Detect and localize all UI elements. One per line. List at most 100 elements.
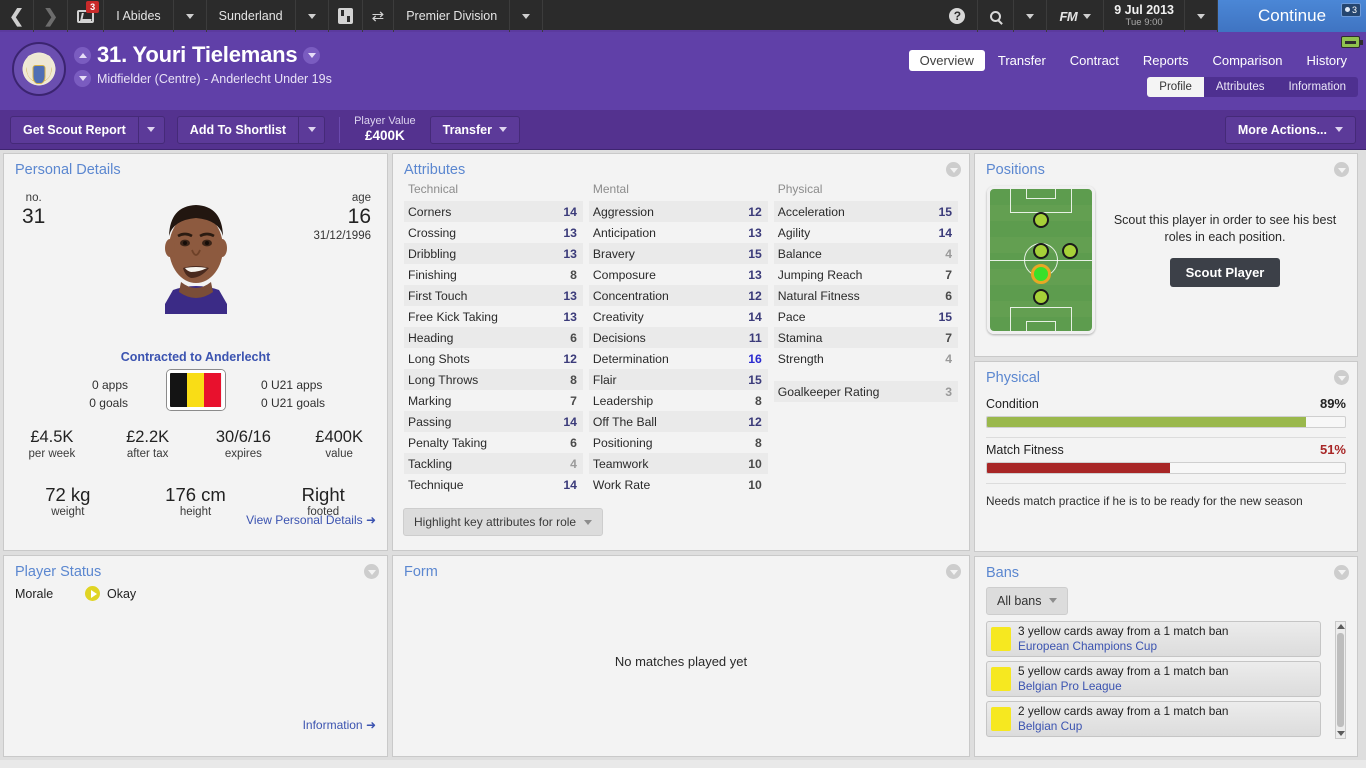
attribute-name: Stamina <box>777 330 823 345</box>
club-crest-icon <box>12 42 66 96</box>
attribute-row: Stamina 7 <box>773 327 958 348</box>
wage-value: £4.5K <box>30 428 74 446</box>
sub-tabs: Profile Attributes Information <box>1147 77 1358 97</box>
ban-list-item[interactable]: 3 yellow cards away from a 1 match ban Eu… <box>986 620 1321 657</box>
manager-name[interactable]: I Abides <box>104 0 174 32</box>
player-menu-button[interactable] <box>303 46 321 64</box>
highlight-key-attributes-button[interactable]: Highlight key attributes for role <box>403 508 604 536</box>
attribute-row: Leadership 8 <box>589 390 768 411</box>
club-name[interactable]: Sunderland <box>207 0 296 32</box>
inbox-button[interactable]: 3 <box>68 0 105 32</box>
physical-panel: Physical Condition 89% Match Fitness 51%… <box>974 361 1358 552</box>
form-body: No matches played yet <box>393 584 969 739</box>
attribute-name: Concentration <box>592 288 669 303</box>
add-to-shortlist-button[interactable]: Add To Shortlist <box>176 115 300 144</box>
chevron-down-icon <box>307 127 316 132</box>
morale-label: Morale <box>15 586 54 601</box>
collapse-form-icon[interactable] <box>946 564 961 579</box>
subtab-attributes[interactable]: Attributes <box>1215 81 1265 93</box>
weight-stat: 72 kg weight <box>4 484 132 520</box>
competition-dropdown[interactable] <box>510 0 544 32</box>
attribute-row: Passing 14 <box>404 411 583 432</box>
ban-list-item[interactable]: 5 yellow cards away from a 1 match ban Be… <box>986 660 1321 697</box>
player-value-amount: £400K <box>364 128 405 143</box>
shortlist-group: Add To Shortlist <box>176 115 326 144</box>
collapse-player-status-icon[interactable] <box>364 564 379 579</box>
get-scout-report-button[interactable]: Get Scout Report <box>10 115 139 144</box>
attribute-row: Marking 7 <box>404 390 583 411</box>
bans-filter-dropdown[interactable]: All bans <box>986 586 1069 615</box>
fm-menu-button[interactable]: FM <box>1047 0 1105 32</box>
highlight-key-attributes-label: Highlight key attributes for role <box>414 515 577 529</box>
attribute-row: First Touch 13 <box>404 285 583 306</box>
scrollbar-thumb[interactable] <box>1337 632 1344 727</box>
collapse-bans-icon[interactable] <box>1334 564 1349 580</box>
more-actions-button[interactable]: More Actions... <box>1224 115 1356 144</box>
main-content: Personal Details no. 31 age 16 31/12/199… <box>0 150 1366 760</box>
subtab-profile[interactable]: Profile <box>1147 77 1204 97</box>
ban-list-item[interactable]: 2 yellow cards away from a 1 match ban Be… <box>986 700 1321 737</box>
subtab-information[interactable]: Information <box>1288 81 1346 93</box>
tab-reports[interactable]: Reports <box>1142 53 1189 68</box>
collapse-positions-icon[interactable] <box>1334 162 1349 177</box>
add-to-shortlist-dropdown[interactable] <box>299 115 326 144</box>
view-personal-details-link[interactable]: View Personal Details ➜ <box>246 513 376 527</box>
back-button[interactable]: ❮ <box>0 0 35 32</box>
tab-overview[interactable]: Overview <box>908 50 985 71</box>
date-dropdown[interactable] <box>1185 0 1218 32</box>
attribute-value: 13 <box>563 309 577 324</box>
attributes-spacer <box>774 369 958 381</box>
swap-button[interactable]: ⇄ <box>363 0 395 32</box>
ban-text: 5 yellow cards away from a 1 match ban Be… <box>1018 662 1228 696</box>
scroll-down-icon[interactable] <box>1336 730 1345 736</box>
chevron-down-icon <box>185 13 194 19</box>
personal-details-body: no. 31 age 16 31/12/1996 <box>4 182 387 534</box>
squad-button[interactable] <box>329 0 363 32</box>
forward-button[interactable]: ❯ <box>34 0 69 32</box>
attribute-row: Teamwork 10 <box>588 453 768 474</box>
help-button[interactable]: ? <box>937 0 979 32</box>
attribute-row: Corners 14 <box>404 201 583 222</box>
attribute-name: Teamwork <box>592 456 649 471</box>
technical-header: Technical <box>408 182 459 196</box>
condition-row: Condition 89% <box>986 396 1346 411</box>
previous-player-button[interactable] <box>74 46 91 64</box>
scroll-up-icon[interactable] <box>1336 623 1345 629</box>
search-button[interactable] <box>978 0 1015 32</box>
tab-comparison[interactable]: Comparison <box>1212 53 1283 68</box>
search-dropdown[interactable] <box>1014 0 1048 32</box>
attribute-row: Pace 15 <box>774 306 958 327</box>
physical-header: Physical <box>777 182 823 196</box>
physical-panel-title: Physical <box>986 370 1040 387</box>
height-label: height <box>179 506 212 519</box>
physical-column: Physical Acceleration 15 Agility 14 Balance 4… <box>771 182 961 500</box>
bans-scrollbar[interactable] <box>1335 620 1346 739</box>
player-status-information-link[interactable]: Information ➜ <box>302 718 376 732</box>
top-navigation-bar: ❮ ❯ 3 I Abides Sunderland ⇄ Premier Divi… <box>0 0 1366 32</box>
attribute-value: 10 <box>748 456 762 471</box>
attribute-name: Flair <box>592 372 617 387</box>
player-navigation: Overview Transfer Contract Reports Compa… <box>908 50 1358 97</box>
collapse-physical-icon[interactable] <box>1334 370 1349 386</box>
after-tax-label: after tax <box>126 447 169 460</box>
next-player-button[interactable] <box>74 70 91 87</box>
tab-transfer[interactable]: Transfer <box>997 53 1046 68</box>
personal-details-panel: Personal Details no. 31 age 16 31/12/199… <box>3 153 388 551</box>
attribute-name: Work Rate <box>592 477 651 492</box>
attribute-name: Natural Fitness <box>777 288 860 303</box>
tab-contract[interactable]: Contract <box>1069 53 1119 68</box>
competition-name[interactable]: Premier Division <box>394 0 511 32</box>
technical-column: Technical Corners 14 Crossing 13 Dribbling 13… <box>401 182 586 500</box>
scout-player-button[interactable]: Scout Player <box>1169 257 1281 287</box>
manager-dropdown[interactable] <box>174 0 207 32</box>
continue-button[interactable]: Continue 3 <box>1218 0 1366 32</box>
attribute-name: Composure <box>592 267 656 282</box>
get-scout-report-dropdown[interactable] <box>138 115 165 144</box>
attribute-value: 13 <box>748 225 762 240</box>
mental-header: Mental <box>592 182 629 196</box>
shirt-number-block: no. 31 <box>22 192 45 228</box>
tab-history[interactable]: History <box>1306 53 1347 68</box>
collapse-attributes-icon[interactable] <box>946 162 961 177</box>
club-dropdown[interactable] <box>296 0 329 32</box>
transfer-button[interactable]: Transfer <box>429 115 520 144</box>
